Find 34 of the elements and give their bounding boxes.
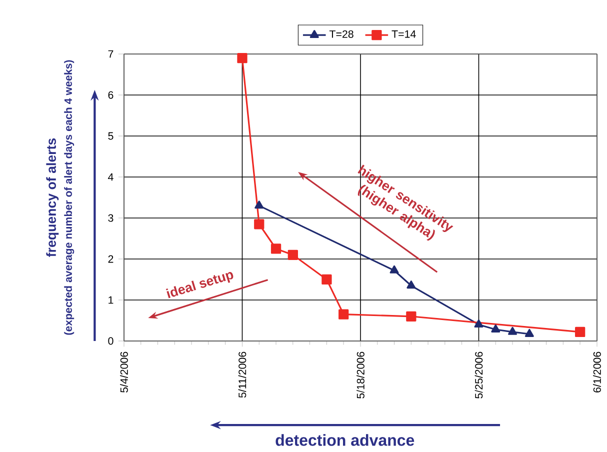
point (338, 309, 349, 320)
point (237, 53, 248, 64)
point (270, 244, 282, 254)
x-tick-label: 6/1/2006 (593, 352, 601, 392)
point (254, 200, 264, 209)
x-tick-label: 5/11/2006 (238, 352, 246, 398)
y-tick-label: 6 (108, 91, 114, 99)
point (406, 311, 416, 322)
y-axis-title: frequency of alerts (46, 138, 59, 257)
y-tick-label: 5 (108, 132, 114, 140)
y-tick-label: 2 (108, 255, 114, 263)
y-tick-label: 3 (108, 214, 114, 222)
point (390, 265, 399, 274)
text: (expected average number of alert days each 4 weeks) (64, 60, 74, 335)
point (575, 326, 586, 338)
point (474, 320, 484, 328)
point (254, 219, 264, 230)
y-tick-label: 4 (108, 173, 114, 181)
x-tick-label: 5/4/2006 (120, 352, 128, 392)
point (406, 280, 416, 289)
point (508, 326, 518, 335)
legend-label: T=14 (392, 30, 416, 38)
x-tick-label: 5/18/2006 (356, 352, 364, 398)
annotation: ideal setup (166, 272, 234, 298)
x-tick-label: 5/25/2006 (474, 352, 483, 398)
point (491, 324, 500, 332)
y-tick-label: 0 (108, 337, 114, 345)
point (322, 274, 332, 285)
point (524, 328, 534, 337)
x-axis-title: detection advance (276, 434, 414, 446)
point (288, 250, 298, 260)
y-tick-label: 7 (108, 50, 114, 58)
y-tick-label: 1 (108, 296, 114, 304)
legend-label: T=28 (329, 30, 354, 38)
